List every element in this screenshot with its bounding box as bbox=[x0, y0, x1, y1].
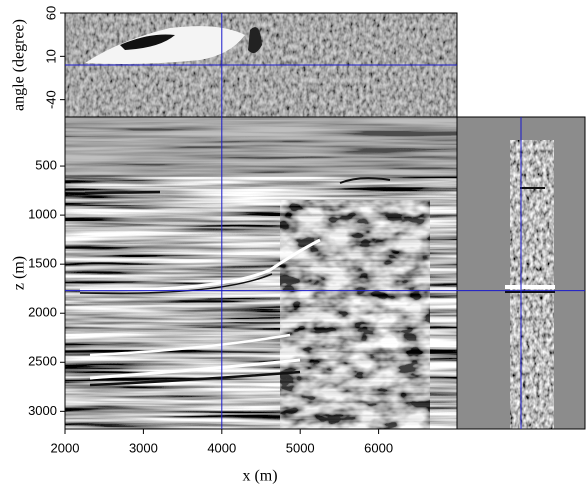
x-tick-label: 5000 bbox=[286, 440, 315, 455]
angle-tick-label: -40 bbox=[43, 90, 58, 109]
main-panel bbox=[64, 116, 458, 430]
angle-axis-label: angle (degree) bbox=[11, 19, 28, 111]
x-tick-label: 3000 bbox=[129, 440, 158, 455]
angle-tick-label: 10 bbox=[43, 49, 58, 63]
angle-tick-label: 60 bbox=[43, 6, 58, 20]
x-axis-label: x (m) bbox=[242, 468, 277, 485]
z-tick-label: 2500 bbox=[28, 354, 57, 369]
x-tick-label: 2000 bbox=[51, 440, 80, 455]
z-tick-label: 3000 bbox=[28, 403, 57, 418]
x-tick-label: 4000 bbox=[207, 440, 236, 455]
x-tick-label: 6000 bbox=[364, 440, 393, 455]
z-tick-label: 1000 bbox=[28, 207, 57, 222]
z-tick-label: 500 bbox=[35, 157, 57, 172]
z-tick-label: 2000 bbox=[28, 305, 57, 320]
z-tick-label: 1500 bbox=[28, 256, 57, 271]
z-axis-label: z (m) bbox=[11, 256, 28, 290]
